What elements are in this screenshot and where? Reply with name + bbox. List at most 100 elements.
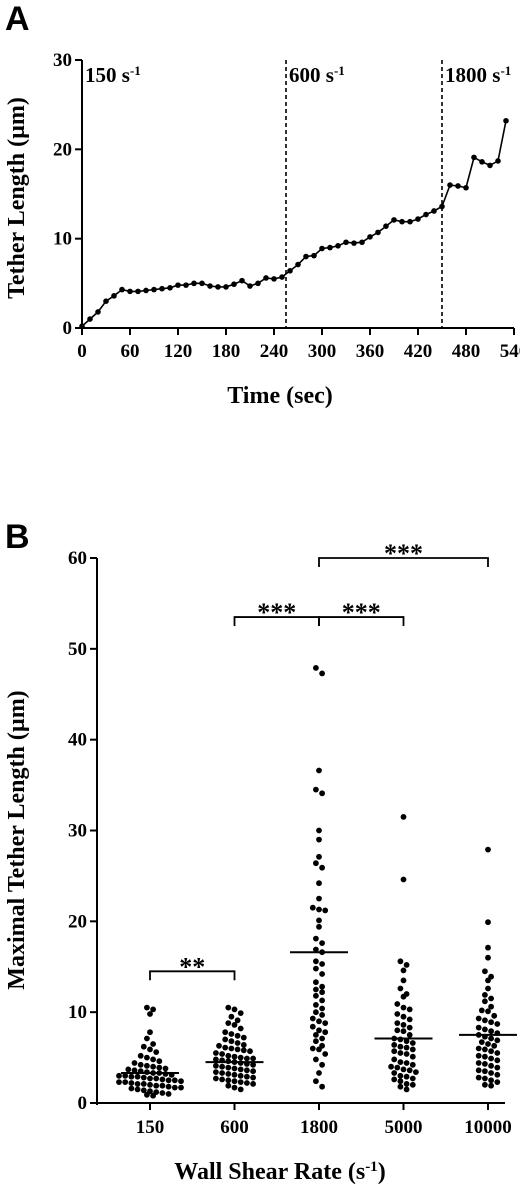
panel-b-data-point	[116, 1079, 122, 1085]
panel-b-data-point	[485, 846, 491, 853]
panel-b-data-point	[391, 1070, 398, 1076]
panel-b-data-point	[475, 1015, 482, 1022]
panel-a-data-point	[223, 284, 229, 290]
panel-b-data-point	[237, 1072, 244, 1079]
panel-b-data-point	[403, 1086, 410, 1093]
panel-b-data-point	[403, 1073, 410, 1080]
panel-b-data-point	[231, 1078, 238, 1085]
panel-b-data-point	[319, 1005, 325, 1012]
panel-b-data-point	[234, 1032, 241, 1039]
panel-b-data-point	[144, 1004, 150, 1011]
panel-b-significance-label: ***	[257, 598, 296, 627]
panel-b-data-point	[391, 1048, 398, 1055]
panel-a-x-tick-label: 180	[212, 341, 241, 362]
panel-b-data-point	[240, 1042, 247, 1048]
panel-b-data-point	[225, 1071, 232, 1077]
panel-a-data-point	[359, 239, 365, 246]
panel-b-data-point	[403, 1051, 410, 1057]
panel-b-data-point	[159, 1090, 166, 1096]
panel-b-y-tick-label: 60	[68, 548, 87, 569]
panel-b-data-point	[316, 1046, 322, 1053]
panel-b-data-point	[240, 1034, 247, 1041]
panel-a-data-point	[423, 211, 429, 218]
panel-b-data-point	[125, 1066, 132, 1073]
panel-b-data-point	[213, 1062, 219, 1069]
panel-b-data-point	[313, 665, 319, 671]
panel-b-data-point	[319, 1061, 325, 1068]
panel-b-points	[116, 665, 501, 1099]
panel-b-data-point	[488, 1077, 494, 1084]
panel-b-data-point	[231, 1022, 238, 1028]
panel-b-data-point	[122, 1079, 129, 1085]
panel-b-significance-label: ***	[384, 539, 423, 568]
panel-a-data-point	[375, 229, 381, 236]
panel-b-data-point	[482, 1017, 488, 1024]
panel-b-bracket	[318, 616, 405, 627]
panel-b-data-point	[150, 1006, 157, 1013]
panel-b-data-point	[219, 1063, 226, 1070]
panel-b-data-point	[319, 1035, 325, 1042]
panel-b-data-point	[494, 1050, 501, 1056]
panel-b-x-tick-label: 5000	[385, 1117, 423, 1138]
panel-a-data-point	[479, 159, 485, 165]
panel-b-x-ticks: 150 600 1800 5000 10000	[136, 1103, 512, 1138]
panel-b-data-point	[156, 1064, 163, 1071]
panel-a-phase-label-sup: -1	[334, 63, 345, 78]
panel-b-data-point	[237, 1079, 244, 1085]
panel-b-data-point	[250, 1055, 256, 1062]
panel-a-data-point	[343, 239, 349, 246]
panel-b-data-point	[403, 1081, 410, 1087]
panel-b-data-point	[225, 1077, 232, 1084]
panel-a-data-point	[143, 287, 149, 294]
panel-b-data-point	[488, 995, 494, 1002]
panel-b-data-point	[475, 1052, 482, 1059]
panel-b-data-point	[219, 1076, 226, 1083]
panel-b-data-point	[137, 1052, 144, 1059]
panel-b-data-point	[475, 1045, 482, 1052]
panel-b-data-point	[244, 1055, 250, 1062]
panel-a-data-point	[383, 223, 389, 229]
panel-b-data-point	[147, 1011, 153, 1017]
panel-b-significance-label: ***	[342, 598, 381, 627]
panel-b-x-tick-label: 150	[136, 1117, 165, 1138]
panel-b-data-point	[482, 968, 488, 975]
panel-a-x-ticks: 0 60 120 180 240 300 360 420 480 540	[77, 328, 520, 362]
panel-b-data-point	[319, 983, 325, 990]
panel-b-label: B	[5, 518, 30, 556]
panel-b-data-point	[322, 1020, 329, 1026]
panel-b-data-point	[309, 904, 316, 911]
panel-a-x-tick-label: 540	[500, 341, 520, 362]
panel-b-data-point	[237, 1054, 244, 1061]
panel-b-data-point	[409, 1046, 416, 1053]
panel-b-significance-label: **	[179, 952, 205, 981]
panel-b-data-point	[313, 1038, 319, 1045]
panel-a-data-point	[87, 316, 93, 322]
panel-a-y-tick-label: 10	[53, 229, 72, 250]
panel-b-data-point	[225, 1020, 232, 1026]
panel-a-data-point	[215, 284, 221, 290]
panel-b-data-point	[178, 1078, 184, 1085]
panel-b-data-point	[171, 1084, 178, 1091]
panel-b-data-point	[482, 1061, 488, 1067]
panel-b-data-point	[409, 1061, 416, 1068]
panel-b-data-point	[409, 1053, 416, 1060]
panel-b-data-point	[171, 1077, 178, 1084]
panel-b-data-point	[137, 1061, 144, 1068]
panel-b-data-point	[485, 1008, 491, 1015]
panel-b-data-point	[313, 1078, 319, 1085]
panel-b-y-axis-title: Maximal Tether Length (µm)	[4, 690, 30, 989]
panel-a-data-point	[167, 285, 173, 291]
panel-b-data-point	[222, 1036, 229, 1043]
panel-b-data-point	[388, 1063, 394, 1070]
panel-a-x-tick-label: 0	[77, 341, 87, 362]
panel-b-data-point	[140, 1087, 147, 1094]
panel-b-data-point	[397, 1083, 404, 1090]
panel-b-data-point	[131, 1067, 138, 1074]
panel-b-data-point	[309, 1045, 316, 1052]
panel-b-data-point	[219, 1051, 226, 1057]
panel-a-y-axis-title: Tether Length (µm)	[4, 97, 30, 299]
panel-b-data-point	[316, 917, 322, 924]
panel-a-x-tick-label: 420	[404, 341, 433, 362]
panel-b-x-axis-title: Wall Shear Rate (s-1)	[174, 1159, 385, 1185]
panel-a-x-tick-label: 120	[164, 341, 193, 362]
